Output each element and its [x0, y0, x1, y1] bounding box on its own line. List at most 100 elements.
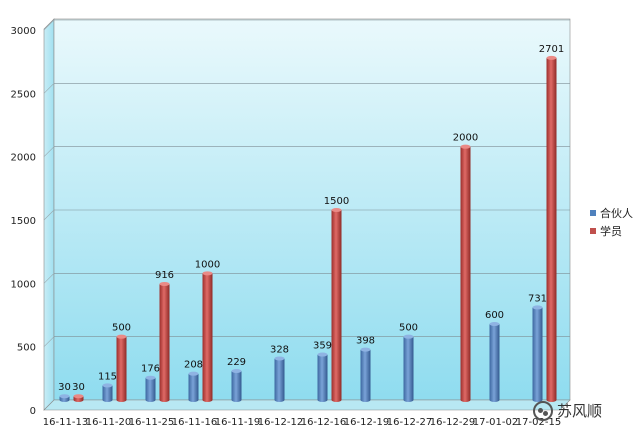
data-label-partner-6: 359: [313, 341, 332, 352]
bar-base-partner-5: [274, 398, 285, 402]
bar-top-partner-4: [231, 368, 242, 373]
bar-base-student-1: [116, 398, 127, 402]
data-label-partner-10: 600: [485, 310, 504, 321]
bar-base-partner-0: [59, 398, 70, 402]
bar-top-partner-11: [532, 305, 543, 310]
bar-top-partner-6: [317, 352, 328, 357]
data-label-partner-5: 328: [270, 344, 289, 355]
x-tick-label-10: 17-01-02: [473, 417, 518, 428]
bar-partner-1: [102, 385, 113, 400]
watermark: 苏风顺: [533, 400, 602, 421]
bar-partner-4: [231, 370, 242, 400]
bar-top-student-1: [116, 334, 127, 339]
bar-top-partner-8: [403, 334, 414, 339]
x-axis-tick-labels: 16-11-1316-11-2016-11-2516-11-1616-11-19…: [43, 417, 561, 428]
gridline-side-1500: [43, 209, 55, 221]
bar-base-student-3: [202, 398, 213, 402]
data-label-partner-4: 229: [227, 357, 246, 368]
legend-item-partner: 合伙人: [590, 204, 633, 222]
x-tick-label-2: 16-11-25: [129, 417, 174, 428]
bar-top-partner-3: [188, 371, 199, 376]
bar-student-6: [331, 210, 342, 400]
legend: 合伙人 学员: [590, 204, 633, 240]
legend-label-partner: 合伙人: [600, 207, 633, 220]
bar-base-student-0: [73, 398, 84, 402]
bar-top-student-9: [460, 144, 471, 149]
bar-partner-6: [317, 354, 328, 400]
bar-partner-5: [274, 358, 285, 400]
x-tick-label-11: 17-02-15: [516, 417, 561, 428]
data-label-partner-8: 500: [399, 323, 418, 334]
data-label-student-9: 2000: [453, 133, 478, 144]
y-axis-tick-labels: 0 500 1000 1500 2000 2500 3000: [11, 26, 36, 417]
data-label-partner-1: 115: [98, 371, 117, 382]
gridline-side-2000: [43, 146, 55, 157]
gridline-side-2500: [43, 83, 55, 94]
bar-student-2: [159, 283, 170, 400]
y-tick-label-4: 2000: [11, 153, 36, 164]
y-tick-label-2: 1000: [11, 279, 36, 290]
gridline-side-1000: [43, 273, 55, 284]
bar-student-1: [116, 336, 127, 400]
x-tick-label-9: 16-12-29: [430, 417, 475, 428]
y-tick-label-6: 3000: [11, 26, 36, 37]
bar-top-student-6: [331, 208, 342, 212]
bar-partner-10: [489, 324, 500, 400]
bar-base-student-9: [460, 398, 471, 402]
y-tick-label-3: 1500: [11, 216, 36, 227]
legend-label-student: 学员: [600, 225, 622, 238]
bar-base-partner-4: [231, 398, 242, 402]
x-tick-label-1: 16-11-20: [86, 417, 131, 428]
gridlines: [43, 19, 570, 347]
bar-top-partner-2: [145, 375, 156, 380]
legend-item-student: 学员: [590, 222, 633, 240]
bar-base-partner-7: [360, 398, 371, 402]
x-tick-label-5: 16-12-12: [258, 417, 303, 428]
bar-partner-2: [145, 377, 156, 400]
gridline-side-500: [43, 336, 55, 347]
x-tick-label-0: 16-11-13: [43, 417, 88, 428]
bar-top-student-0: [73, 394, 84, 399]
bar-top-partner-7: [360, 347, 371, 352]
bar-partner-11: [532, 307, 543, 400]
bar-base-partner-10: [489, 398, 500, 402]
bar-partner-3: [188, 373, 199, 400]
x-tick-label-3: 16-11-16: [172, 417, 217, 428]
x-tick-label-6: 16-12-16: [301, 417, 346, 428]
bar-base-partner-2: [145, 398, 156, 402]
bar-partner-7: [360, 349, 371, 400]
bar-top-partner-0: [59, 394, 70, 399]
data-labels: 30 30 115 500 176 916 208 1000 229 328 359 1500 398 5…: [58, 44, 564, 393]
data-label-student-3: 1000: [195, 259, 220, 270]
bar-base-partner-8: [403, 398, 414, 402]
data-label-partner-2: 176: [141, 364, 160, 375]
bar-base-student-11: [546, 398, 557, 402]
y-tick-label-0: 0: [30, 406, 36, 417]
bar-top-partner-1: [102, 383, 113, 388]
data-label-partner-7: 398: [356, 336, 375, 347]
legend-swatch-partner: [590, 210, 596, 216]
x-tick-label-7: 16-12-19: [344, 417, 389, 428]
bar-base-student-2: [159, 398, 170, 402]
bar-top-student-11: [546, 55, 557, 60]
gridline-side-3000: [43, 19, 55, 31]
floor: [43, 399, 571, 411]
data-label-student-2: 916: [155, 270, 174, 281]
bar-student-9: [460, 146, 471, 400]
y-tick-label-1: 500: [17, 343, 36, 354]
data-label-student-6: 1500: [324, 196, 349, 207]
bar-student-3: [202, 273, 213, 400]
watermark-text: 苏风顺: [557, 402, 603, 420]
side-wall: [43, 18, 55, 411]
y-tick-label-5: 2500: [11, 89, 36, 100]
bar-base-student-6: [331, 398, 342, 402]
x-tick-label-4: 16-11-19: [215, 417, 260, 428]
bar-base-partner-3: [188, 398, 199, 402]
data-label-partner-0: 30: [58, 382, 71, 393]
bar-partner-8: [403, 336, 414, 400]
data-label-partner-3: 208: [184, 360, 203, 371]
bar-top-student-3: [202, 271, 213, 276]
bar-student-11: [546, 57, 557, 401]
data-label-student-11: 2701: [539, 44, 564, 55]
